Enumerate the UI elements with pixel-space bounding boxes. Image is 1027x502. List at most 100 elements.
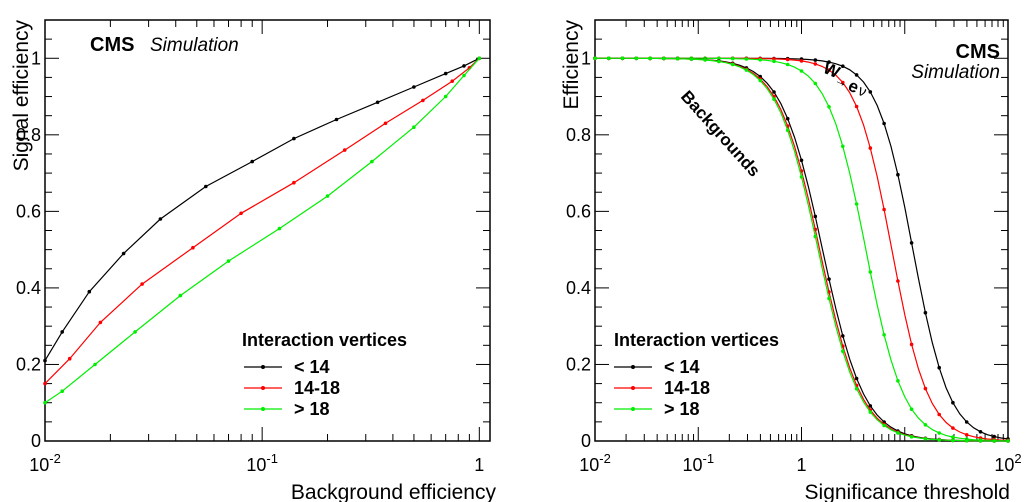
y-tick-label: 0.2 [566,354,591,374]
simulation-label: Simulation [911,62,1000,83]
data-point [334,117,339,122]
data-point [93,362,97,367]
data-point [799,59,804,63]
data-point [951,435,955,439]
data-point [325,194,330,198]
data-point [827,60,831,64]
data-point [67,356,72,361]
data-point [813,58,818,62]
data-point [964,438,969,443]
series-line [595,57,1009,442]
data-point [342,148,347,152]
legend-title: Interaction vertices [614,330,779,350]
data-point [133,330,137,334]
data-point [896,379,900,383]
data-point [648,56,652,61]
data-point [730,62,735,67]
data-point [813,62,818,66]
data-point [964,420,969,424]
backgrounds-annotation: Backgrounds [677,87,764,180]
data-point [60,330,64,334]
legend-marker [261,365,265,369]
data-point [785,62,790,67]
data-point [412,125,416,129]
data-point [158,217,163,221]
data-point [827,105,831,109]
data-point [937,412,941,417]
data-point [43,400,47,405]
series-lines [43,56,482,405]
data-point [909,342,914,347]
data-point [923,423,928,427]
x-tick-label: 10-1 [682,451,714,475]
data-point [799,158,804,163]
data-point [785,116,790,121]
data-point [239,211,243,216]
data-point [868,270,873,274]
data-point [607,56,611,61]
data-point [923,386,928,391]
x-tick-label: 10-2 [29,451,61,475]
data-point [854,376,859,381]
data-point [896,172,900,177]
data-point [634,56,639,61]
y-tick-label: 0.8 [16,125,41,145]
legend-label: < 14 [294,357,330,377]
data-point [758,58,762,62]
data-point [593,56,597,61]
data-point [662,56,666,61]
data-point [98,320,103,325]
data-point [854,73,859,77]
data-point [909,407,914,412]
x-ticks: 10-2 10-1 1 0 0.2 0.4 0.6 0.8 1 [16,19,490,475]
signal-annotation: W → e ν [820,58,869,101]
data-point [813,214,818,219]
data-point [370,159,374,164]
legend-label: 14-18 [664,378,710,398]
data-point [992,439,996,443]
data-point [292,136,296,141]
x-tick-label: 1 [796,455,806,475]
data-point [204,184,208,189]
data-point [443,71,448,76]
y-axis-title: Efficiency [560,20,583,110]
data-point [717,56,721,61]
data-point [923,310,928,315]
y-tick-label: 0.6 [16,201,41,221]
data-point [951,438,955,443]
data-point [937,365,941,370]
data-point [854,104,859,109]
data-point [191,245,195,250]
data-point [412,85,416,89]
x-tick-label: 1 [474,455,484,475]
data-point [450,79,455,83]
data-point [462,64,466,68]
y-tick-label: 1 [581,48,591,68]
legend-label: > 18 [294,399,330,419]
legend-label: 14-18 [294,378,340,398]
y-tick-label: 0.6 [566,201,591,221]
data-point [964,433,969,437]
data-point [923,437,928,441]
series-line [595,57,1009,442]
legend-label: > 18 [664,399,700,419]
data-point [868,410,873,414]
x-axis-title: Background efficiency [291,481,497,502]
y-tick-label: 0.2 [16,354,41,374]
data-point [909,435,914,439]
data-point [827,296,831,301]
data-point [868,90,873,94]
data-point [882,333,886,337]
series-lines [593,56,1010,443]
data-point [443,94,448,99]
data-point [140,282,144,286]
data-point [951,426,955,430]
legend-marker [261,407,265,411]
data-point [43,358,47,363]
data-point [951,400,955,405]
data-point [896,279,900,283]
data-point [375,100,380,105]
y-tick-label: 0.4 [566,278,591,298]
